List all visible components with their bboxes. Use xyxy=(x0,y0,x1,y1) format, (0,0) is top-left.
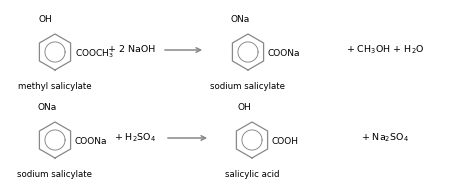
Text: sodium salicylate: sodium salicylate xyxy=(18,170,92,179)
Text: COONa: COONa xyxy=(75,138,107,146)
Text: salicylic acid: salicylic acid xyxy=(224,170,279,179)
Text: OH: OH xyxy=(237,103,250,112)
Text: + CH$_3$OH + H$_2$O: + CH$_3$OH + H$_2$O xyxy=(345,44,423,56)
Text: ONa: ONa xyxy=(230,15,249,24)
Text: methyl salicylate: methyl salicylate xyxy=(18,82,92,91)
Text: ONa: ONa xyxy=(38,103,56,112)
Text: + H$_2$SO$_4$: + H$_2$SO$_4$ xyxy=(114,132,156,144)
Text: COONa: COONa xyxy=(268,50,300,59)
Text: + 2 NaOH: + 2 NaOH xyxy=(108,46,155,54)
Text: COOH: COOH xyxy=(271,138,298,146)
Text: OH: OH xyxy=(38,15,52,24)
Text: + Na$_2$SO$_4$: + Na$_2$SO$_4$ xyxy=(360,132,408,144)
Text: sodium salicylate: sodium salicylate xyxy=(210,82,285,91)
Text: COOCH$_3$: COOCH$_3$ xyxy=(75,48,114,60)
